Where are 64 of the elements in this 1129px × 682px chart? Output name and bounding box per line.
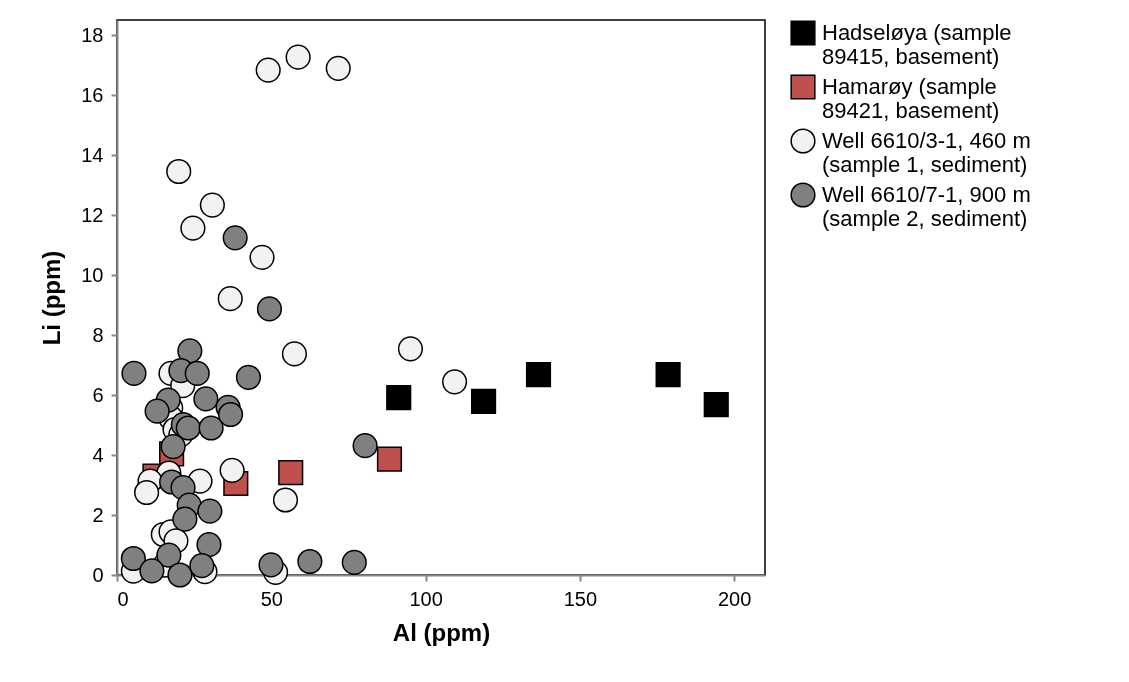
point xyxy=(121,360,147,386)
x-tick-label: 100 xyxy=(409,587,443,610)
point xyxy=(272,487,299,513)
legend-label: Hadseløya (sample 89415, basement) xyxy=(822,20,1012,69)
point xyxy=(199,192,225,218)
point xyxy=(525,362,552,388)
point xyxy=(341,549,367,575)
point xyxy=(249,244,275,270)
point xyxy=(258,552,284,578)
y-tick-label: 6 xyxy=(92,383,104,406)
point xyxy=(219,457,245,483)
point xyxy=(386,385,412,411)
point xyxy=(352,433,378,459)
point xyxy=(139,558,165,584)
y-tick-label: 0 xyxy=(92,563,104,586)
point xyxy=(167,562,193,588)
point xyxy=(189,553,215,579)
x-tick-label: 50 xyxy=(260,587,283,610)
x-tick-label: 150 xyxy=(563,587,598,610)
point xyxy=(217,286,243,312)
point xyxy=(235,364,262,390)
point xyxy=(255,57,281,83)
point xyxy=(655,362,681,388)
y-tick-label: 10 xyxy=(81,263,104,286)
x-tick-label: 0 xyxy=(117,587,129,610)
legend-label: Well 6610/3-1, 460 m (sample 1, sediment) xyxy=(822,128,1031,177)
point xyxy=(144,398,170,424)
point xyxy=(703,392,729,418)
legend-label: Well 6610/7-1, 900 m (sample 2, sediment) xyxy=(822,182,1031,231)
point xyxy=(397,336,424,362)
point xyxy=(222,225,248,251)
point xyxy=(177,338,203,364)
y-tick-label: 8 xyxy=(92,323,104,346)
point xyxy=(442,369,468,395)
point xyxy=(325,55,351,81)
y-tick-label: 12 xyxy=(81,203,104,226)
legend-label: Hamarøy (sample 89421, basement) xyxy=(822,74,1000,123)
y-tick-label: 2 xyxy=(92,503,104,526)
point xyxy=(120,545,146,572)
point xyxy=(197,498,223,524)
point xyxy=(285,44,311,70)
point xyxy=(278,460,304,486)
point xyxy=(180,215,206,241)
y-tick-label: 18 xyxy=(81,23,104,46)
point xyxy=(471,388,497,414)
point xyxy=(172,506,198,532)
point xyxy=(196,532,222,558)
point xyxy=(166,158,192,185)
y-tick-label: 14 xyxy=(81,143,104,166)
point xyxy=(297,548,323,575)
y-tick-label: 4 xyxy=(92,443,104,466)
point xyxy=(376,446,403,472)
x-tick-label: 200 xyxy=(717,587,752,610)
point xyxy=(217,401,244,428)
point xyxy=(198,415,224,441)
x-axis-title: Al (ppm) xyxy=(392,618,491,646)
y-axis-title: Li (ppm) xyxy=(38,250,66,346)
point xyxy=(281,341,308,367)
y-tick-label: 16 xyxy=(81,83,104,106)
point xyxy=(256,296,283,322)
point xyxy=(156,542,182,568)
point xyxy=(134,479,160,506)
point xyxy=(193,386,219,412)
point xyxy=(184,360,210,386)
